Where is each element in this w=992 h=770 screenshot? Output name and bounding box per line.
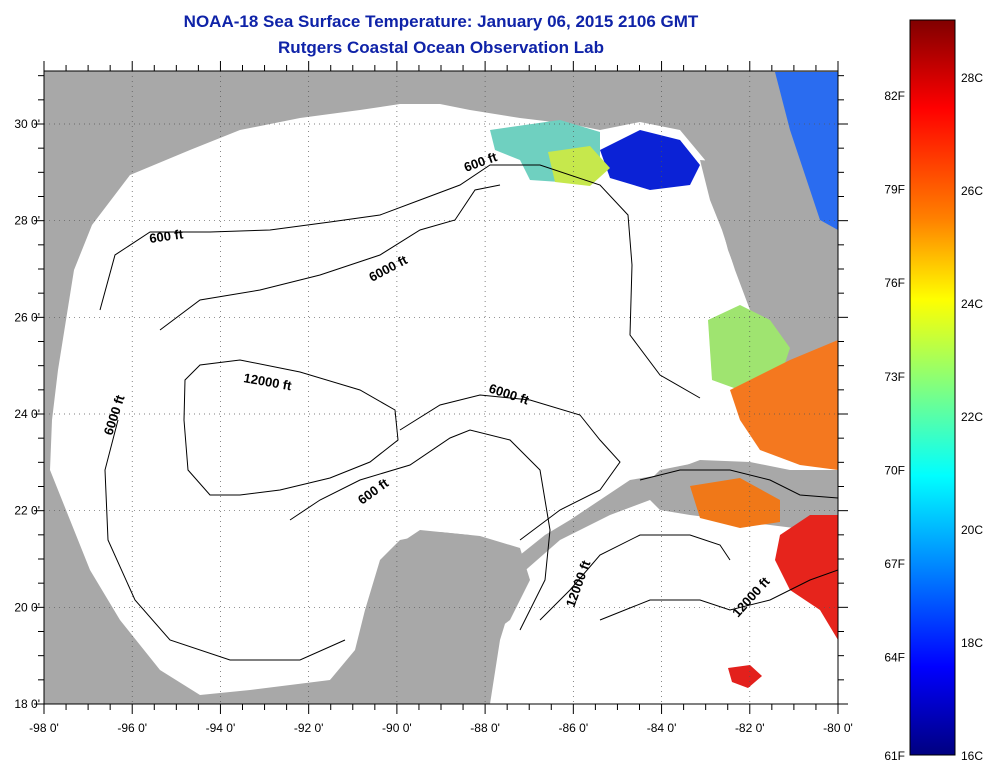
colorbar-c-label: 28C — [961, 71, 983, 85]
longitude-label: -94 0' — [206, 721, 236, 735]
colorbar-f-label: 61F — [884, 749, 905, 763]
contour-12000ft-se — [539, 534, 731, 621]
colorbar-fahrenheit-labels: 82F 79F 76F 73F 70F 67F 64F 61F — [884, 89, 905, 763]
bathymetry-contours — [99, 164, 838, 661]
longitude-label: -84 0' — [647, 721, 677, 735]
longitude-labels: -98 0' -96 0' -94 0' -92 0' -90 0' -88 0' -86 … — [29, 721, 853, 735]
axis-ticks — [34, 61, 848, 714]
colorbar-f-label: 82F — [884, 89, 905, 103]
contour-12000ft-ce — [599, 569, 838, 621]
colorbar-f-label: 76F — [884, 276, 905, 290]
contour-6000ft-east — [399, 394, 621, 541]
latitude-label: 30 0' — [14, 117, 40, 131]
colorbar-f-label: 73F — [884, 370, 905, 384]
sst-keys-orange — [730, 340, 838, 470]
contour-600ft-south — [289, 429, 551, 631]
latitude-label: 18 0' — [14, 697, 40, 711]
sst-nw-florida-cold — [600, 130, 700, 190]
longitude-label: -80 0' — [823, 721, 853, 735]
sst-atlantic-east — [775, 72, 838, 230]
florida-land — [700, 120, 832, 370]
gulf-water — [50, 104, 838, 695]
longitude-label: -86 0' — [559, 721, 589, 735]
contour-6000ft-west — [104, 419, 346, 661]
colorbar — [909, 19, 956, 756]
colorbar-c-label: 20C — [961, 523, 983, 537]
sst-ne-shelf-yellow — [548, 146, 610, 186]
sst-cuba-north — [690, 478, 780, 528]
latitude-label: 22 0' — [14, 504, 40, 518]
colorbar-f-label: 70F — [884, 463, 905, 477]
map-subtitle: Rutgers Coastal Ocean Observation Lab — [278, 38, 604, 57]
colorbar-c-label: 24C — [961, 297, 983, 311]
longitude-label: -82 0' — [735, 721, 765, 735]
colorbar-c-label: 22C — [961, 410, 983, 424]
longitude-label: -92 0' — [294, 721, 324, 735]
map-title: NOAA-18 Sea Surface Temperature: January… — [183, 12, 699, 31]
latitude-label: 28 0' — [14, 214, 40, 228]
contour-label-600-nw: 600 ft — [148, 226, 184, 246]
longitude-label: -90 0' — [382, 721, 412, 735]
longitude-label: -88 0' — [470, 721, 500, 735]
contour-600ft-north — [99, 164, 701, 399]
latitude-label: 20 0' — [14, 600, 40, 614]
caribbean-water — [490, 490, 838, 704]
sst-caribbean-spot — [728, 665, 762, 688]
latitude-label: 26 0' — [14, 310, 40, 324]
sst-caribbean-red — [775, 515, 838, 640]
contour-6000ft-north — [159, 184, 501, 331]
colorbar-c-label: 26C — [961, 184, 983, 198]
contour-cuba-shelf — [639, 469, 838, 499]
latitude-label: 24 0' — [14, 407, 40, 421]
colorbar-f-label: 79F — [884, 183, 905, 197]
latitude-labels: 30 0' 28 0' 26 0' 24 0' 22 0' 20 0' 18 0' — [14, 117, 40, 711]
longitude-label: -96 0' — [117, 721, 147, 735]
yucatan-land — [330, 532, 530, 700]
map-area: 600 ft 600 ft 6000 ft 6000 ft 12000 ft 6… — [44, 71, 838, 704]
colorbar-f-label: 67F — [884, 557, 905, 571]
longitude-label: -98 0' — [29, 721, 59, 735]
colorbar-celsius-labels: 28C 26C 24C 22C 20C 18C 16C — [961, 71, 983, 763]
contour-12000ft — [183, 359, 399, 496]
colorbar-c-label: 18C — [961, 636, 983, 650]
colorbar-c-label: 16C — [961, 749, 983, 763]
colorbar-f-label: 64F — [884, 651, 905, 665]
